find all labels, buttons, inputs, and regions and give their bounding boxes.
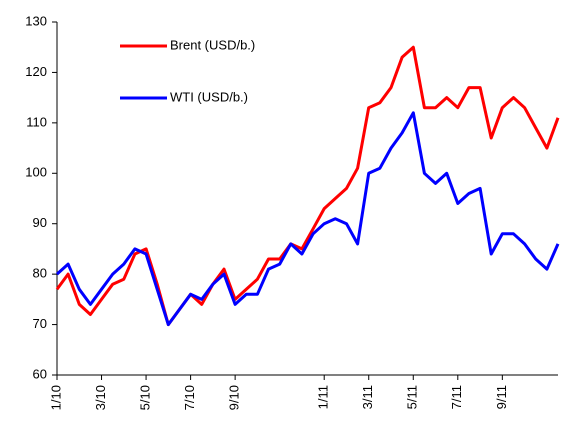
y-tick-label: 90 (33, 215, 47, 230)
x-tick-label: 3/10 (93, 385, 108, 410)
x-tick-label: 7/10 (182, 385, 197, 410)
line-series (55, 111, 560, 327)
x-tick-label: 9/11 (494, 385, 509, 409)
x-tick-label: 3/11 (360, 385, 375, 409)
y-tick-label: 100 (25, 165, 47, 180)
legend-label: Brent (USD/b.) (170, 37, 255, 52)
y-tick-label: 120 (25, 64, 47, 79)
x-tick-label: 5/11 (405, 385, 420, 409)
x-tick-label: 7/11 (449, 385, 464, 409)
y-tick-label: 60 (33, 366, 47, 381)
line-series (55, 45, 560, 327)
x-tick-label: 9/10 (227, 385, 242, 410)
y-tick-label: 80 (33, 266, 47, 281)
x-tick-label: 5/10 (138, 385, 153, 410)
y-tick-label: 110 (26, 114, 47, 129)
x-tick-label: 1/11 (316, 385, 331, 409)
x-tick-label: 1/10 (48, 385, 63, 410)
legend-label: WTI (USD/b.) (170, 89, 248, 104)
y-tick-label: 70 (33, 316, 47, 331)
y-tick-label: 130 (25, 13, 47, 28)
